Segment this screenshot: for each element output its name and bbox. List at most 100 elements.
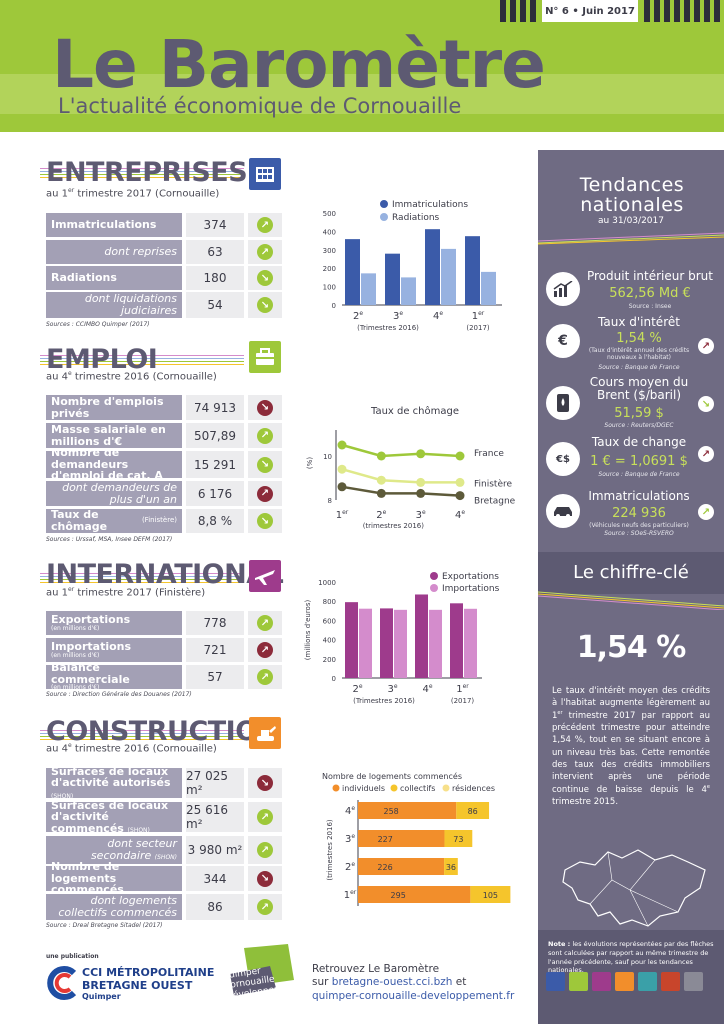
key-figure-lines (537, 590, 724, 611)
y-tick-label: 100 (323, 284, 336, 292)
link-qcd[interactable]: quimper-cornouaille-developpement.fr (312, 990, 515, 1002)
bar (481, 271, 496, 305)
section-period: au 1er trimestre 2017 (Finistère) (46, 586, 206, 599)
legend-label: Immatriculations (392, 200, 468, 210)
bar (345, 239, 360, 305)
arrow-down-icon: ↘ (257, 399, 273, 416)
legend-label: Exportations (442, 572, 499, 582)
x-tick-label: 1er (472, 310, 485, 322)
table-row: Surfaces de locaux d'activité commencés … (46, 799, 282, 834)
data-point (455, 477, 465, 487)
data-point (416, 449, 426, 459)
car-icon (546, 494, 580, 528)
table-row: Nombre d'emplois privés 74 913 ↘ (46, 395, 282, 420)
axis-note: (2017) (451, 697, 475, 705)
x-tick-label: 2e (353, 310, 363, 322)
bar (401, 277, 416, 305)
trend-item: Cours moyen du Brent ($/baril) 51,59 $ S… (538, 375, 724, 436)
bar (444, 858, 458, 875)
data-point (376, 451, 386, 461)
source-note: Sources : Urssaf, MSA, Insee DEFM (2017) (46, 536, 173, 543)
series-label: Finistère (474, 478, 512, 489)
trend-item: € Taux d'intérêt 1,54 % (Taux d'intérêt … (538, 315, 724, 380)
arrow-down-right-icon: ↘ (257, 297, 273, 313)
arrow-up-icon: ↗ (257, 244, 273, 260)
x-tick-label: 2e (376, 509, 386, 521)
table-row: Balance commerciale (en millions d'€) 57 ↗ (46, 662, 282, 691)
data-point (337, 464, 347, 474)
currency-exchange-icon: €$ (546, 442, 580, 476)
arrow-up-red-icon: ↗ (698, 446, 714, 462)
link-cci[interactable]: bretagne-ouest.cci.bzh (331, 976, 453, 988)
data-point (376, 475, 386, 485)
table-row: Immatriculations 374 ↗ (46, 213, 282, 237)
bar (470, 886, 511, 903)
y-tick-label: 2e (345, 861, 355, 873)
building-icon (249, 158, 281, 190)
section-period: au 4e trimestre 2016 (Cornouaille) (46, 742, 217, 755)
data-label: 258 (384, 807, 399, 816)
arrow-down-icon: ↘ (257, 870, 273, 887)
excavator-icon (615, 972, 634, 991)
arrow-up-red-icon: ↗ (257, 642, 273, 658)
x-tick-label: 4e (422, 683, 432, 695)
y-tick-label: 200 (323, 656, 336, 664)
x-tick-label: 1er (456, 683, 469, 695)
table-row: Nombre de logements commencés 344 ↘ (46, 861, 282, 896)
y-axis-label: (%) (306, 457, 314, 469)
chart-title: Nombre de logements commencés (322, 771, 462, 781)
trend-item: €$ Taux de change 1 € = 1,0691 $ Source … (538, 435, 724, 488)
x-tick-label: 4e (455, 509, 465, 521)
table-row: Importations (en millions d'€) 721 ↗ (46, 638, 282, 662)
data-label: 226 (377, 863, 392, 872)
arrow-up-icon: ↗ (257, 427, 273, 444)
series-label: France (474, 449, 504, 459)
legend-marker (380, 200, 388, 208)
arrow-down-right-icon: ↘ (698, 396, 714, 412)
header-stripes-right (644, 0, 720, 22)
y-tick-label: 4e (345, 805, 355, 817)
axis-note: (Trimestres 2016) (357, 324, 419, 332)
sidebar-date: au 31/03/2017 (598, 216, 664, 226)
plane-icon (249, 560, 281, 592)
bar (465, 236, 480, 305)
section-lines (40, 355, 244, 365)
sidebar-title: Tendances nationales (579, 174, 685, 216)
publication-label: une publication (46, 953, 99, 960)
arrow-up-red-icon: ↗ (257, 485, 273, 502)
data-point (337, 482, 347, 492)
issue-label: N° 6 • Juin 2017 (542, 0, 638, 22)
bar (429, 609, 442, 678)
legend-marker (332, 784, 340, 792)
bar (415, 594, 428, 678)
trend-item: Produit intérieur brut 562,56 Md € Sourc… (538, 268, 724, 312)
section-period: au 4e trimestre 2016 (Cornouaille) (46, 370, 217, 383)
note-text: Note : les évolutions représentées par d… (548, 940, 714, 975)
trend-item: Immatriculations 224 936 (Véhicules neuf… (538, 488, 724, 538)
cci-name-3: Quimper (82, 992, 121, 1001)
sidebar-tendances: Tendances nationales au 31/03/2017 Produ… (537, 150, 724, 1024)
data-point (455, 451, 465, 461)
data-label: 295 (391, 891, 406, 900)
legend-marker (380, 213, 388, 221)
bar (358, 830, 445, 847)
section-period: au 1er trimestre 2017 (Cornouaille) (46, 187, 220, 200)
bar (441, 248, 456, 305)
axis-note: (2017) (466, 324, 490, 332)
toolbox-icon (569, 972, 588, 991)
section-icons-row (546, 972, 703, 991)
y-tick-label: 400 (323, 637, 336, 645)
arrow-up-icon: ↗ (257, 899, 273, 915)
source-note: Source : Dreal Bretagne Sitadel (2017) (46, 922, 163, 929)
y-tick-label: 10 (323, 453, 332, 461)
cci-name-2: BRETAGNE OUEST (82, 979, 193, 992)
y-tick-label: 0 (332, 302, 336, 310)
plane-icon (592, 972, 611, 991)
legend-label: résidences (452, 783, 495, 793)
table-row: dont demandeurs de plus d'un an 6 176 ↗ (46, 481, 282, 506)
data-label: 36 (446, 863, 456, 872)
legend-label: Importations (442, 584, 500, 594)
x-tick-label: 2e (352, 683, 362, 695)
growth-chart-icon (546, 272, 580, 306)
